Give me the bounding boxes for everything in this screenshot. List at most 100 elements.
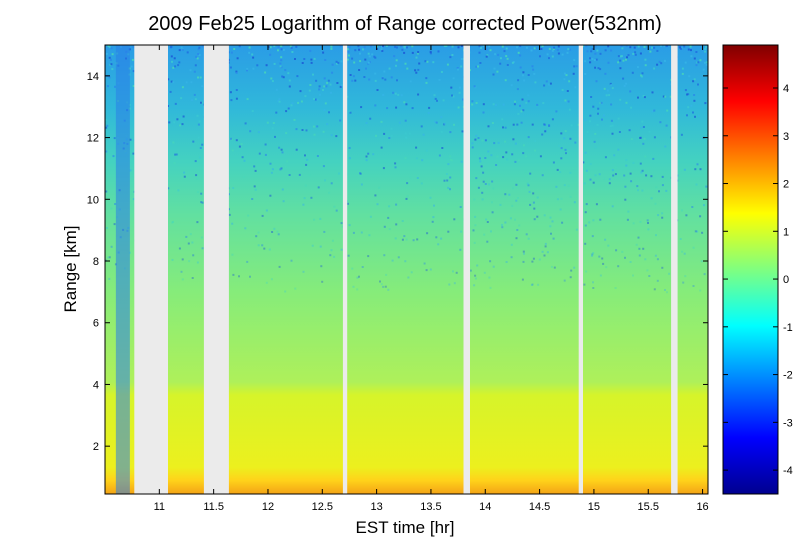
noise-speck: [114, 203, 117, 205]
data-gap: [671, 45, 678, 494]
noise-speck: [106, 256, 109, 259]
noise-speck: [653, 109, 656, 112]
noise-speck: [324, 102, 327, 105]
noise-speck: [522, 144, 525, 147]
noise-speck: [639, 136, 642, 139]
noise-speck: [337, 61, 340, 64]
noise-speck: [434, 97, 437, 100]
noise-speck: [449, 56, 452, 59]
colorbar-frame: [722, 44, 779, 495]
noise-speck: [475, 134, 478, 137]
noise-speck: [548, 57, 550, 60]
noise-speck: [641, 72, 644, 75]
noise-speck: [599, 68, 602, 71]
noise-speck: [471, 100, 474, 103]
noise-speck: [543, 254, 546, 257]
noise-speck: [503, 50, 506, 53]
noise-speck: [365, 67, 367, 70]
noise-speck: [197, 136, 200, 139]
noise-speck: [371, 53, 374, 56]
noise-speck: [365, 122, 368, 124]
noise-speck: [171, 60, 173, 63]
noise-speck: [631, 71, 634, 74]
noise-speck: [484, 157, 487, 159]
noise-speck: [451, 54, 454, 56]
noise-speck: [196, 114, 199, 117]
noise-speck: [106, 124, 109, 127]
noise-speck: [416, 177, 419, 179]
noise-speck: [591, 254, 593, 257]
noise-speck: [695, 51, 698, 53]
noise-speck: [429, 52, 432, 55]
noise-speck: [191, 99, 194, 102]
noise-speck: [651, 91, 654, 94]
noise-speck: [273, 45, 276, 48]
noise-speck: [548, 47, 551, 50]
noise-speck: [690, 55, 693, 58]
noise-speck: [172, 220, 174, 223]
noise-speck: [330, 249, 333, 252]
noise-speck: [278, 146, 281, 149]
noise-speck: [266, 121, 269, 124]
noise-speck: [582, 166, 585, 169]
noise-speck: [400, 45, 403, 48]
noise-speck: [349, 74, 352, 76]
noise-speck: [471, 142, 474, 145]
noise-speck: [590, 50, 593, 53]
noise-speck: [279, 65, 282, 68]
noise-speck: [288, 174, 291, 176]
noise-speck: [474, 277, 477, 280]
noise-speck: [599, 274, 602, 277]
noise-speck: [185, 81, 188, 84]
noise-speck: [609, 125, 612, 128]
noise-speck: [585, 169, 588, 172]
noise-speck: [290, 104, 293, 107]
noise-speck: [403, 101, 406, 104]
noise-speck: [437, 243, 440, 246]
noise-speck: [328, 191, 331, 194]
noise-speck: [645, 174, 648, 177]
noise-speck: [704, 50, 707, 53]
noise-speck: [312, 73, 314, 76]
noise-speck: [384, 285, 387, 288]
noise-speck: [106, 85, 109, 88]
noise-speck: [410, 271, 413, 274]
noise-speck: [446, 179, 449, 182]
noise-speck: [458, 86, 461, 89]
noise-speck: [200, 236, 203, 239]
noise-speck: [299, 90, 302, 93]
noise-speck: [611, 87, 614, 90]
noise-speck: [397, 93, 400, 96]
noise-speck: [642, 142, 645, 145]
noise-speck: [105, 118, 108, 121]
noise-speck: [308, 174, 311, 177]
noise-speck: [457, 106, 460, 109]
noise-speck: [356, 288, 359, 291]
noise-speck: [510, 256, 513, 259]
noise-speck: [275, 111, 278, 114]
noise-speck: [591, 48, 594, 50]
noise-speck: [303, 58, 306, 60]
noise-speck: [492, 73, 495, 76]
noise-speck: [632, 222, 635, 225]
noise-speck: [637, 45, 640, 48]
noise-speck: [457, 68, 459, 71]
noise-speck: [598, 255, 601, 258]
noise-speck: [309, 84, 312, 86]
noise-speck: [661, 266, 664, 269]
noise-speck: [501, 118, 504, 121]
colorbar-tick-label: 3: [783, 131, 789, 143]
noise-speck: [636, 66, 639, 69]
noise-speck: [230, 137, 233, 140]
noise-speck: [473, 198, 476, 201]
noise-speck: [591, 235, 594, 238]
noise-speck: [276, 230, 279, 233]
noise-speck: [607, 61, 610, 64]
noise-speck: [449, 155, 452, 158]
noise-speck: [394, 162, 397, 165]
noise-speck: [461, 130, 464, 133]
noise-speck: [175, 153, 178, 156]
noise-speck: [608, 182, 611, 185]
noise-speck: [270, 77, 273, 80]
noise-speck: [600, 101, 603, 104]
